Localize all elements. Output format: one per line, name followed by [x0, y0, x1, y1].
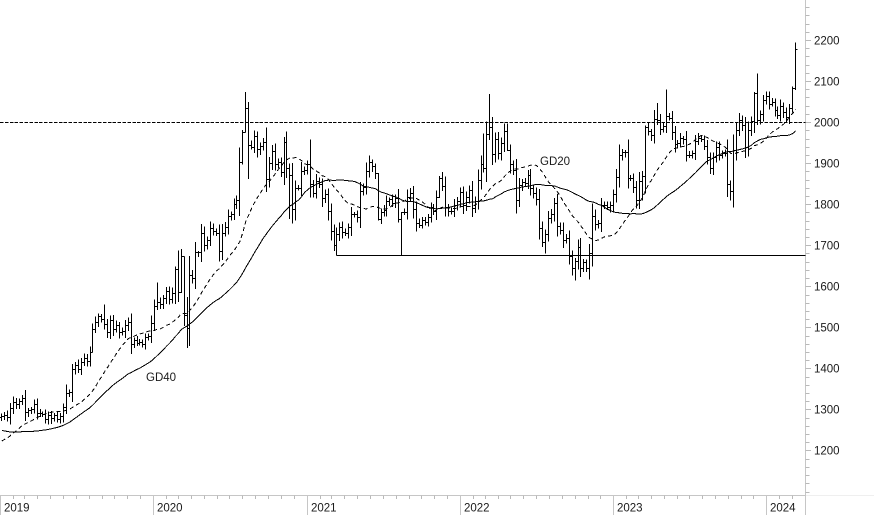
svg-text:GD40: GD40 [146, 372, 176, 384]
svg-text:2019: 2019 [4, 503, 30, 515]
svg-text:2200: 2200 [814, 36, 840, 48]
svg-text:2023: 2023 [617, 503, 643, 515]
svg-text:1300: 1300 [814, 405, 840, 417]
svg-text:2100: 2100 [814, 77, 840, 89]
svg-text:1900: 1900 [814, 159, 840, 171]
svg-text:2020: 2020 [157, 503, 183, 515]
svg-text:1400: 1400 [814, 364, 840, 376]
svg-text:2021: 2021 [311, 503, 337, 515]
svg-text:2024: 2024 [770, 503, 796, 515]
svg-text:2000: 2000 [814, 118, 840, 130]
svg-text:2022: 2022 [464, 503, 490, 515]
svg-text:1500: 1500 [814, 323, 840, 335]
svg-text:1600: 1600 [814, 282, 840, 294]
svg-text:1800: 1800 [814, 200, 840, 212]
svg-text:1700: 1700 [814, 241, 840, 253]
svg-text:1200: 1200 [814, 446, 840, 458]
svg-text:GD20: GD20 [540, 156, 570, 168]
